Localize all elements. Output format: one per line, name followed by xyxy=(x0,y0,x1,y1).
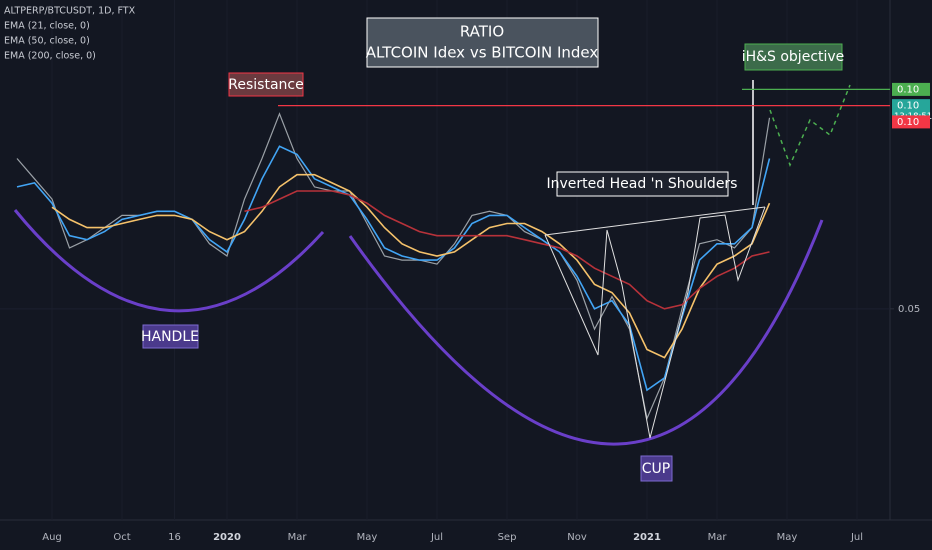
chart-subtitle: ALTCOIN Idex vs BITCOIN Index xyxy=(366,44,599,62)
pattern-box xyxy=(556,171,729,197)
legend-entry: EMA (21, close, 0) xyxy=(4,21,90,32)
x-tick-label: Oct xyxy=(113,532,130,543)
neckline xyxy=(544,206,766,236)
x-tick-label: Nov xyxy=(567,532,587,543)
series-line xyxy=(16,145,771,392)
handle-label: HANDLE xyxy=(141,329,199,345)
legend-entry: EMA (50, close, 0) xyxy=(4,36,90,47)
series-line xyxy=(244,190,770,310)
x-tick-label: Mar xyxy=(708,532,728,543)
x-tick-label: 2020 xyxy=(213,532,241,543)
plot-area xyxy=(0,112,890,421)
x-tick-label: Jul xyxy=(850,532,863,543)
x-tick-label: Aug xyxy=(42,532,62,543)
x-tick-label: Jul xyxy=(430,532,443,543)
chart-title: RATIO xyxy=(460,23,504,41)
legend-entry: EMA (200, close, 0) xyxy=(4,51,96,62)
price-label: 0.10 xyxy=(897,84,919,95)
resistance-label: Resistance xyxy=(228,77,303,93)
resistance-box xyxy=(228,72,304,97)
x-tick-label: May xyxy=(777,532,798,543)
objective-box xyxy=(744,43,843,71)
projection xyxy=(769,84,851,168)
head-shoulders-drawing xyxy=(544,206,766,439)
objective-label: iH&S objective xyxy=(742,49,845,65)
price-label: 0.10 xyxy=(897,101,919,112)
pattern-label: Inverted Head 'n Shoulders xyxy=(547,176,738,192)
cup-label: CUP xyxy=(642,461,670,477)
title-box xyxy=(366,17,599,68)
x-tick-label: 2021 xyxy=(633,532,661,543)
series-line xyxy=(51,173,771,359)
cup-arc xyxy=(348,219,824,446)
x-tick-label: Mar xyxy=(288,532,308,543)
cup-box xyxy=(640,455,673,482)
price-label-box xyxy=(892,82,930,96)
y-tick-label: 0.05 xyxy=(898,304,920,315)
x-tick-label: May xyxy=(357,532,378,543)
x-tick-label: 16 xyxy=(168,532,181,543)
price-label-box xyxy=(892,115,930,129)
x-tick-label: Sep xyxy=(498,532,517,543)
handle-arc xyxy=(13,209,325,313)
legend-entry: ALTPERP/BTCUSDT, 1D, FTX xyxy=(4,6,136,17)
price-label: 0.10 xyxy=(897,117,919,128)
handle-box xyxy=(142,324,199,349)
